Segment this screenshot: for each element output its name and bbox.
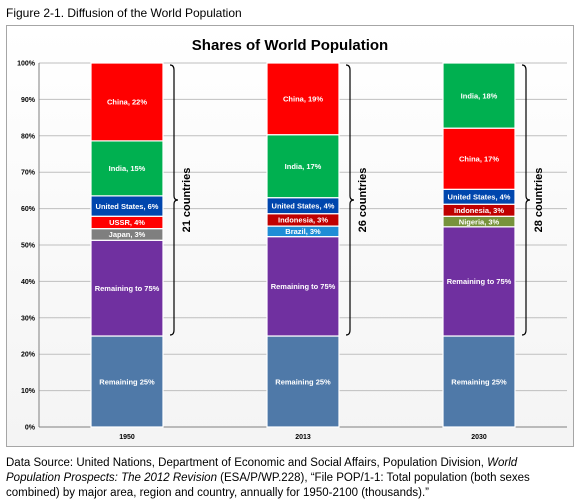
y-tick-label: 10% — [21, 388, 36, 395]
segment-label: Nigeria, 3% — [459, 217, 500, 226]
y-tick-label: 70% — [21, 170, 36, 177]
y-tick-label: 80% — [21, 133, 36, 140]
segment-label: China, 22% — [107, 98, 147, 107]
data-source-note: Data Source: United Nations, Department … — [6, 456, 574, 501]
y-tick-label: 50% — [21, 243, 36, 250]
bar-segment — [266, 236, 340, 337]
bar-segment — [266, 134, 340, 199]
segment-label: Remaining 25% — [99, 377, 155, 386]
segment-label: India, 15% — [109, 164, 146, 173]
segment-label: Remaining to 75% — [95, 284, 160, 293]
y-tick-label: 20% — [21, 352, 36, 359]
bracket — [345, 64, 355, 336]
x-tick-label: 2030 — [471, 434, 487, 441]
segment-label: United States, 4% — [448, 193, 511, 202]
segment-label: United States, 4% — [272, 201, 335, 210]
source-suffix: (ESA/P/WP.228), “File POP/1-1: Total pop… — [6, 472, 530, 499]
bar-segment — [90, 62, 164, 142]
segment-label: India, 17% — [285, 162, 322, 171]
segment-label: Remaining 25% — [451, 377, 507, 386]
segment-label: USSR, 4% — [109, 218, 145, 227]
bracket — [169, 64, 179, 336]
y-tick-label: 60% — [21, 206, 36, 213]
bracket-label: 28 countries — [533, 168, 545, 233]
figure-caption: Figure 2-1. Diffusion of the World Popul… — [6, 6, 242, 20]
segment-label: China, 17% — [459, 155, 499, 164]
bar-segment — [442, 62, 516, 129]
segment-label: Remaining 25% — [275, 377, 331, 386]
segment-label: Japan, 3% — [109, 230, 146, 239]
bar-segment — [90, 140, 164, 197]
segment-label: Indonesia, 3% — [278, 216, 328, 225]
bar-segment — [266, 62, 340, 136]
y-tick-label: 0% — [25, 425, 36, 432]
x-tick-label: 2013 — [295, 434, 311, 441]
chart-area: Shares of World Population 0% 10% 20% 30% 40… — [6, 25, 574, 447]
segment-label: Remaining to 75% — [447, 277, 512, 286]
segment-label: Indonesia, 3% — [454, 206, 504, 215]
x-tick-label: 1950 — [119, 434, 135, 441]
segment-label: China, 19% — [283, 95, 323, 104]
y-tick-label: 30% — [21, 315, 36, 322]
bar-segment — [442, 226, 516, 337]
segment-label: Brazil, 3% — [285, 227, 321, 236]
y-tick-label: 90% — [21, 97, 36, 104]
y-tick-label: 100% — [17, 61, 36, 68]
segment-label: India, 18% — [461, 91, 498, 100]
bar-segment — [90, 335, 164, 428]
y-tick-label: 40% — [21, 279, 36, 286]
bracket-label: 21 countries — [181, 168, 193, 233]
bar-segment — [442, 335, 516, 428]
segment-label: United States, 6% — [96, 202, 159, 211]
bracket — [521, 64, 531, 336]
bracket-label: 26 countries — [357, 168, 369, 233]
source-prefix: Data Source: United Nations, Department … — [6, 457, 488, 469]
stacked-bar-chart: 0% 10% 20% 30% 40% 50% 60% 70% 80% 90% 100% Remaini… — [17, 61, 567, 441]
chart-title: Shares of World Population — [191, 37, 389, 54]
bar-segment — [266, 335, 340, 428]
segment-label: Remaining to 75% — [271, 282, 336, 291]
bar-segment — [442, 127, 516, 190]
source-title: World Population Prospects: The 2012 Rev… — [6, 457, 518, 484]
